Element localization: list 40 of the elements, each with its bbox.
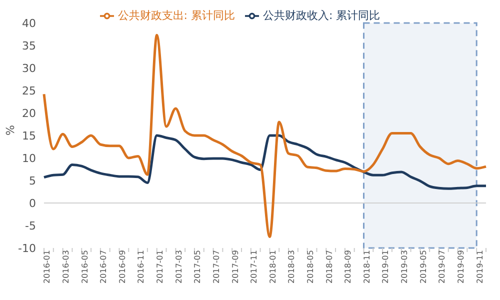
y-tick-label: 20 — [22, 106, 36, 120]
x-tick-label: 2017-05 — [193, 250, 202, 284]
x-tick-label: 2017-01 — [156, 250, 165, 284]
x-tick-label: 2016-11 — [136, 250, 146, 284]
y-tick-label: 5 — [29, 174, 36, 188]
x-tick-label: 2019-11 — [475, 250, 484, 284]
y-tick-label: 0 — [29, 196, 36, 210]
y-tick-label: 40 — [22, 16, 36, 30]
x-tick-label: 2016-09 — [118, 250, 127, 284]
x-tick-label: 2017-11 — [250, 250, 259, 284]
line-series — [42, 34, 488, 238]
x-tick-label: 2016-05 — [80, 250, 90, 284]
x-tick-label: 2018-07 — [324, 250, 334, 284]
y-tick-label: -5 — [25, 219, 36, 232]
x-tick-label: 2017-03 — [174, 250, 184, 284]
x-tick-label: 2016-03 — [61, 250, 70, 284]
x-tick-label: 2019-05 — [418, 250, 428, 284]
y-tick-label: -10 — [18, 242, 36, 255]
legend-label: 公共财政收入: 累计同比 — [263, 9, 380, 22]
x-tick-label: 2016-01 — [42, 250, 52, 284]
y-tick-label: 25 — [22, 84, 36, 98]
x-tick-label: 2017-09 — [230, 250, 240, 284]
x-tick-label: 2018-03 — [287, 250, 296, 284]
y-tick-label: 15 — [22, 129, 36, 142]
line-series — [42, 134, 488, 190]
x-tick-label: 2019-03 — [400, 250, 410, 284]
x-tick-label: 2018-11 — [362, 250, 372, 284]
x-tick-label: 2019-09 — [456, 250, 466, 284]
y-tick-label: 10 — [22, 152, 36, 165]
x-tick-label: 2018-09 — [344, 250, 353, 284]
x-tick-label: 2019-07 — [438, 250, 447, 284]
legend-label: 公共财政支出: 累计同比 — [118, 9, 235, 22]
y-tick-label: 35 — [22, 39, 36, 52]
x-tick-label: 2017-07 — [212, 250, 221, 284]
y-axis-title: % — [4, 125, 17, 136]
x-tick-label: 2019-01 — [381, 250, 390, 284]
x-tick-label: 2016-07 — [99, 250, 108, 284]
x-tick-label: 2018-05 — [306, 250, 315, 284]
y-tick-label: 30 — [22, 62, 36, 75]
x-tick-label: 2018-01 — [268, 250, 278, 284]
